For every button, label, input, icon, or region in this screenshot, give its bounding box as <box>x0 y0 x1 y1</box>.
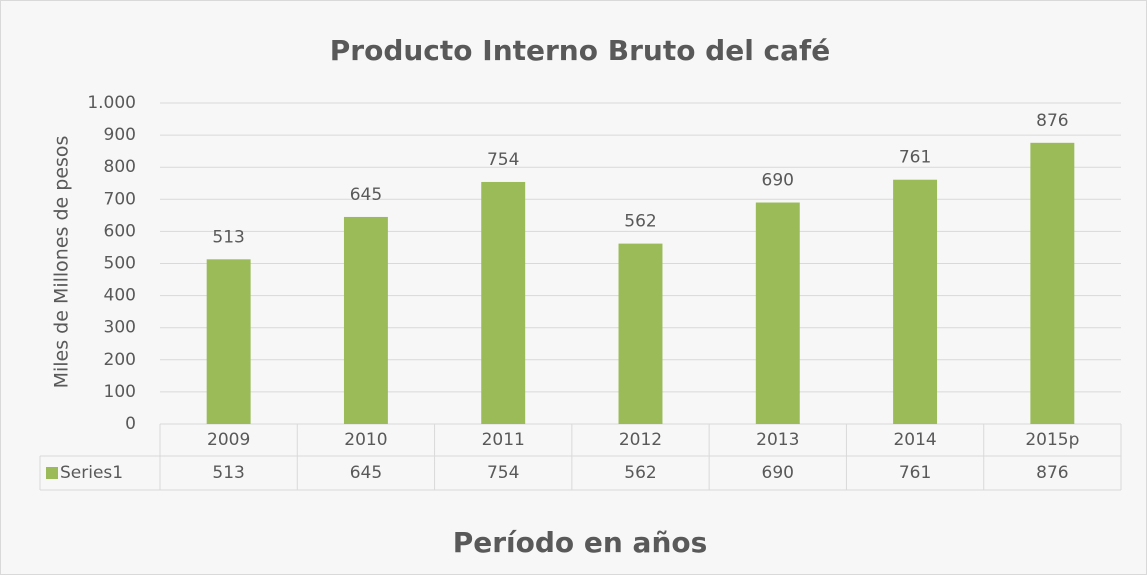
y-tick-label: 600 <box>104 221 136 241</box>
y-tick-label: 0 <box>125 414 136 434</box>
y-tick-label: 300 <box>104 318 136 338</box>
x-tick-label: 2010 <box>344 430 387 450</box>
y-tick-label: 1.000 <box>87 93 136 113</box>
bar <box>755 202 800 424</box>
x-tick-label: 2011 <box>482 430 525 450</box>
table-value: 513 <box>212 463 244 483</box>
x-axis-title: Período en años <box>453 526 708 559</box>
bar <box>618 243 663 424</box>
table-value: 754 <box>487 463 519 483</box>
data-label: 761 <box>899 148 931 168</box>
data-label: 513 <box>212 227 244 247</box>
y-tick-label: 500 <box>104 254 136 274</box>
y-tick-label: 400 <box>104 286 136 306</box>
x-tick-label: 2015p <box>1025 430 1079 450</box>
legend-label: Series1 <box>60 463 123 483</box>
y-tick-label: 200 <box>104 350 136 370</box>
data-label: 690 <box>762 171 794 191</box>
bar <box>893 179 938 424</box>
y-axis-title: Miles de Millones de pesos <box>51 136 73 389</box>
table-value: 645 <box>350 463 382 483</box>
bar <box>343 216 388 424</box>
x-tick-label: 2013 <box>756 430 799 450</box>
chart-title: Producto Interno Bruto del café <box>330 34 830 67</box>
x-tick-label: 2014 <box>893 430 936 450</box>
data-label: 645 <box>350 185 382 205</box>
bar <box>481 181 526 424</box>
table-value: 876 <box>1036 463 1068 483</box>
y-tick-label: 900 <box>104 125 136 145</box>
bar <box>1030 142 1075 424</box>
x-tick-label: 2012 <box>619 430 662 450</box>
y-tick-label: 700 <box>104 189 136 209</box>
legend-key <box>46 467 58 479</box>
data-label: 562 <box>624 212 656 232</box>
table-value: 761 <box>899 463 931 483</box>
table-value: 562 <box>624 463 656 483</box>
table-value: 690 <box>762 463 794 483</box>
y-tick-label: 100 <box>104 382 136 402</box>
x-tick-label: 2009 <box>207 430 250 450</box>
data-label: 876 <box>1036 111 1068 131</box>
y-tick-label: 800 <box>104 157 136 177</box>
bar <box>206 259 251 424</box>
data-label: 754 <box>487 150 519 170</box>
